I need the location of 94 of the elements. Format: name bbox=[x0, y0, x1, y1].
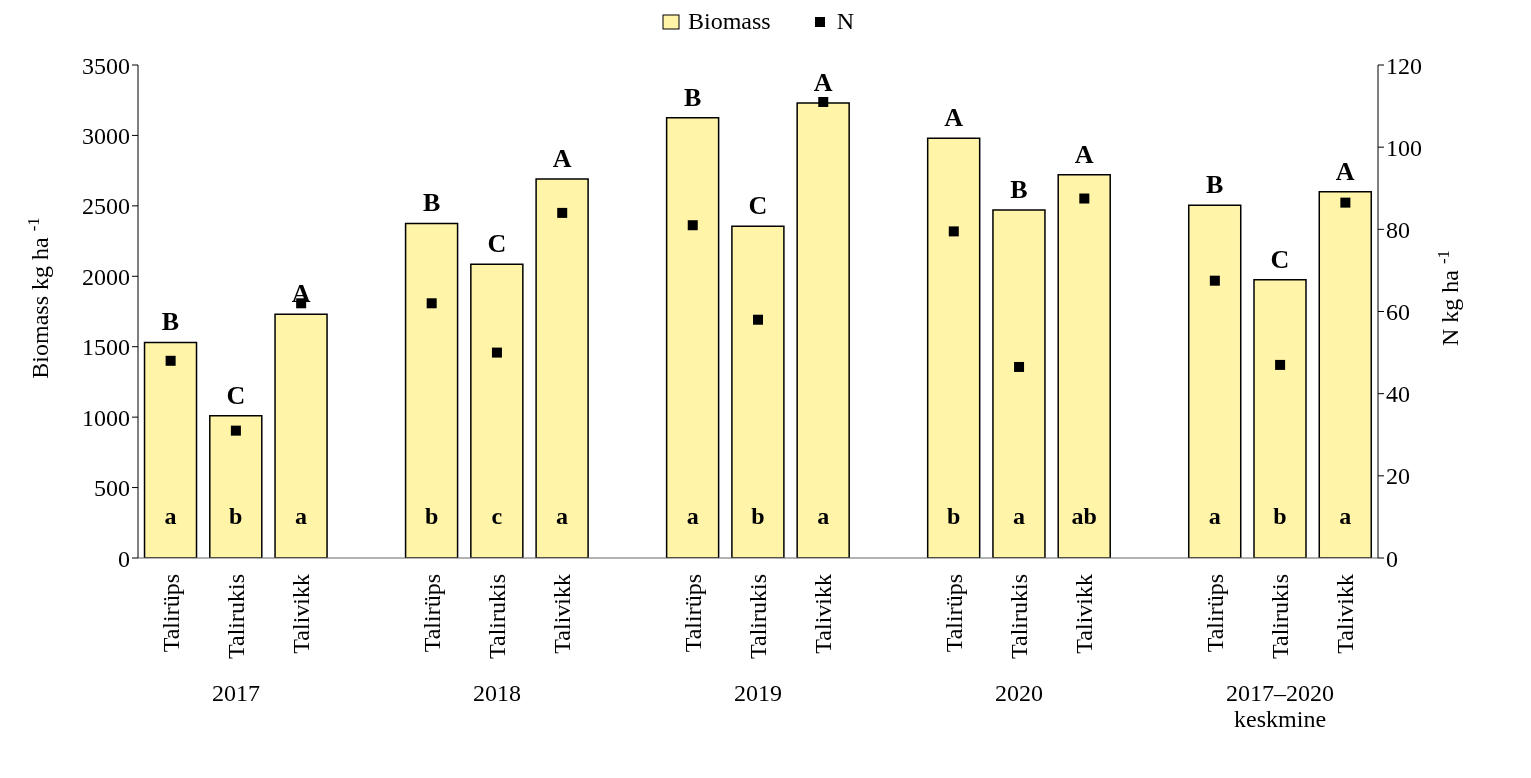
bar bbox=[731, 225, 785, 558]
annotation: b bbox=[424, 502, 439, 529]
bar bbox=[143, 341, 198, 558]
annotation: a bbox=[164, 502, 177, 529]
point bbox=[557, 207, 568, 218]
y-tick-label: 0 bbox=[118, 545, 130, 572]
point bbox=[230, 425, 241, 436]
y-tick-label: 2500 bbox=[82, 193, 130, 220]
data-label: A bbox=[552, 144, 572, 174]
bar bbox=[209, 414, 263, 558]
y2-tick-label: 0 bbox=[1386, 545, 1398, 572]
data-label: C bbox=[1270, 244, 1290, 274]
x-tick-label: Talirukis bbox=[483, 574, 510, 659]
y2-tick-label: 100 bbox=[1386, 134, 1422, 161]
x-tick-label: Talivikk bbox=[1071, 574, 1098, 654]
y2-tick-label: 40 bbox=[1386, 381, 1410, 408]
data-label: C bbox=[748, 191, 768, 221]
annotation: a bbox=[817, 502, 830, 529]
point bbox=[687, 220, 698, 231]
y-tick-label: 3000 bbox=[82, 122, 130, 149]
bar bbox=[274, 313, 328, 558]
x-tick-label: Talirukis bbox=[1006, 574, 1033, 659]
bar bbox=[404, 222, 459, 558]
text: 2019 bbox=[734, 680, 782, 706]
point bbox=[1014, 361, 1025, 372]
bar bbox=[1318, 191, 1373, 558]
x-tick-label: Talirukis bbox=[1267, 574, 1294, 659]
annotation: b bbox=[947, 502, 961, 529]
bar bbox=[992, 209, 1046, 558]
x-tick-label: Talirüps bbox=[157, 574, 184, 653]
point bbox=[1275, 359, 1286, 370]
text: 2020 bbox=[995, 680, 1044, 706]
y2-tick-label: 120 bbox=[1386, 52, 1422, 79]
x-tick-label: Talirüps bbox=[940, 574, 967, 653]
annotation: a bbox=[1339, 502, 1352, 529]
bar bbox=[665, 117, 720, 558]
y-tick-label: 500 bbox=[94, 475, 130, 502]
y2-tick-label: 80 bbox=[1386, 216, 1410, 243]
x-tick-label: Talirüps bbox=[1201, 574, 1228, 653]
data-label: B bbox=[422, 188, 441, 218]
point bbox=[1079, 193, 1090, 204]
x-tick-label: Talivikk bbox=[549, 574, 576, 654]
data-label: A bbox=[1335, 156, 1355, 186]
data-label: B bbox=[1206, 170, 1224, 200]
data-label: B bbox=[683, 82, 702, 112]
text: 2017 bbox=[211, 680, 260, 706]
legend-label: Biomass bbox=[687, 8, 771, 35]
y2-tick-label: 60 bbox=[1386, 299, 1410, 326]
annotation: c bbox=[491, 502, 503, 529]
data-label: A bbox=[813, 68, 833, 98]
annotation: b bbox=[1273, 502, 1287, 529]
y2-tick-label: 20 bbox=[1386, 463, 1410, 490]
x-tick-label: Talirukis bbox=[222, 574, 249, 659]
bar bbox=[1253, 279, 1307, 558]
data-label: B bbox=[161, 307, 180, 337]
point bbox=[818, 96, 829, 107]
point bbox=[165, 355, 176, 366]
data-label: A bbox=[1074, 139, 1094, 169]
point bbox=[753, 314, 763, 325]
annotation: b bbox=[229, 502, 243, 529]
data-label: B bbox=[1010, 175, 1028, 205]
data-label: A bbox=[944, 103, 964, 133]
point bbox=[491, 347, 502, 358]
bar bbox=[926, 137, 981, 558]
annotation: a bbox=[1012, 502, 1025, 529]
x-tick-label: Talirukis bbox=[745, 574, 771, 659]
text: 2018 bbox=[472, 680, 521, 706]
legend-label: N bbox=[835, 8, 855, 35]
x-tick-label: Talivikk bbox=[288, 574, 315, 654]
bar bbox=[535, 178, 589, 558]
data-label: C bbox=[487, 229, 507, 259]
bar bbox=[1187, 204, 1242, 558]
data-label: C bbox=[226, 380, 246, 410]
annotation: a bbox=[1208, 502, 1221, 529]
y-tick-label: 3500 bbox=[82, 52, 130, 79]
annotation: a bbox=[686, 502, 699, 529]
point bbox=[948, 226, 959, 237]
x-tick-label: Talivikk bbox=[1332, 574, 1359, 654]
x-tick-label: Talirüps bbox=[679, 574, 706, 653]
x-tick-label: Talirüps bbox=[418, 574, 445, 653]
annotation: b bbox=[751, 502, 765, 529]
y-tick-label: 1000 bbox=[82, 404, 130, 431]
x-tick-label: Talivikk bbox=[810, 574, 837, 654]
annotation: a bbox=[556, 502, 569, 529]
point bbox=[1340, 197, 1351, 208]
annotation: a bbox=[295, 502, 308, 529]
text: 2017–2020 keskmine bbox=[1226, 680, 1335, 732]
bar bbox=[470, 263, 524, 558]
point bbox=[1209, 275, 1220, 286]
annotation: ab bbox=[1071, 502, 1097, 529]
point bbox=[426, 298, 437, 309]
y-tick-label: 2000 bbox=[82, 263, 130, 290]
y-tick-label: 1500 bbox=[82, 334, 130, 361]
bar bbox=[1057, 174, 1111, 558]
